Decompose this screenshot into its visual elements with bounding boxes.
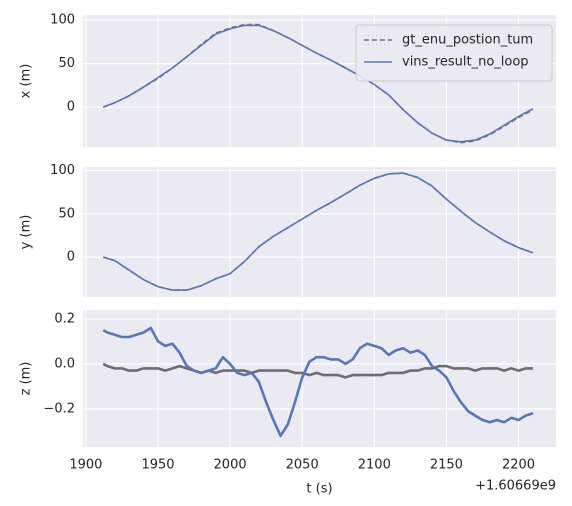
legend-box — [355, 24, 553, 82]
x-tick-label: 1900 — [69, 458, 102, 473]
legend-label: vins_result_no_loop — [402, 55, 529, 70]
series-line — [102, 326, 534, 438]
y-tick-label: 0.0 — [54, 356, 75, 371]
y-tick-label: 100 — [50, 163, 75, 178]
x-axis-label: t (s) — [306, 482, 332, 497]
y-tick-label: 100 — [50, 13, 75, 28]
y-tick-label: −0.2 — [43, 401, 75, 416]
plot-background — [83, 167, 556, 297]
x-tick-label: 2000 — [214, 458, 247, 473]
x-tick-label: 2150 — [430, 458, 463, 473]
legend-label: gt_enu_postion_tum — [402, 33, 533, 48]
x-tick-label: 2100 — [358, 458, 391, 473]
series-line — [102, 24, 534, 143]
y-axis-label: z (m) — [19, 362, 34, 396]
x-tick-label: 2200 — [502, 458, 535, 473]
y-tick-label: 50 — [58, 206, 75, 221]
y-axis-label: x (m) — [19, 64, 34, 99]
x-offset-label: +1.60669e9 — [475, 479, 556, 494]
y-tick-label: 0 — [67, 100, 75, 115]
x-tick-label: 2050 — [286, 458, 319, 473]
plot-background — [83, 310, 556, 447]
y-tick-label: 0 — [67, 250, 75, 265]
y-tick-label: 0.2 — [54, 311, 75, 326]
x-tick-label: 1950 — [141, 458, 174, 473]
y-tick-label: 50 — [58, 56, 75, 71]
series-line — [102, 172, 534, 291]
series-line — [102, 362, 533, 379]
y-axis-label: y (m) — [19, 215, 34, 250]
